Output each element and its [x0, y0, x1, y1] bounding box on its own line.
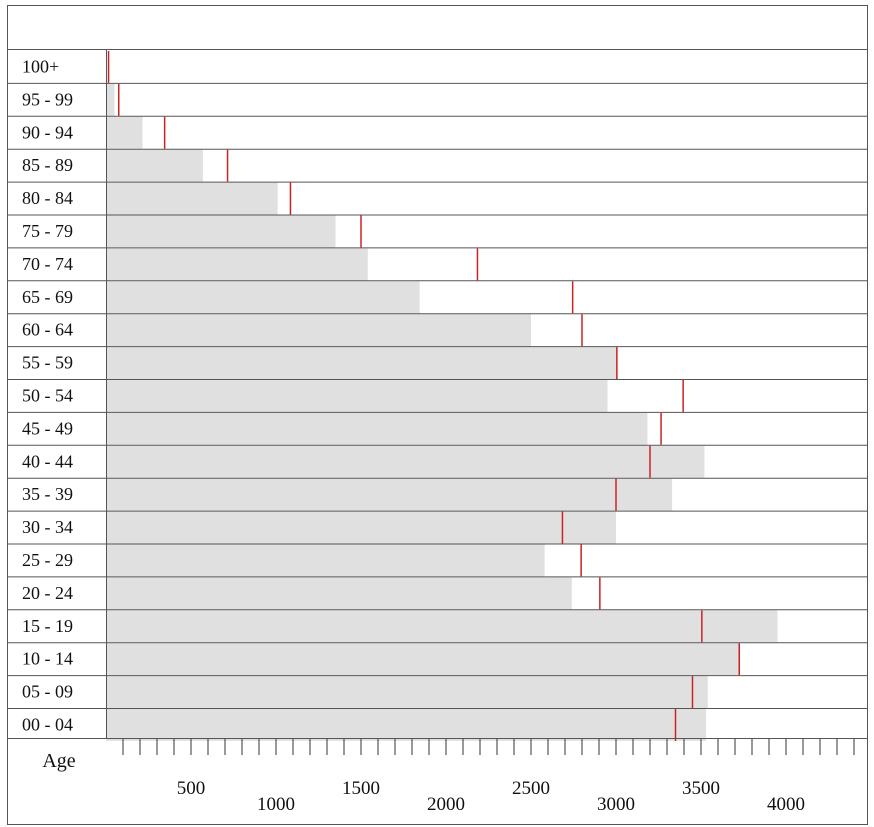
- bar-16: [106, 577, 572, 610]
- category-label-11: 45 - 49: [22, 418, 73, 438]
- category-label-0: 100+: [22, 56, 59, 76]
- bar-10: [106, 380, 608, 412]
- bar-17: [106, 610, 778, 643]
- category-label-8: 60 - 64: [22, 320, 73, 340]
- category-labels: 100+ 95 - 99 90 - 94 85 - 89 80 - 84 75 - 79 7…: [22, 56, 73, 734]
- bar-9: [106, 347, 618, 379]
- category-label-1: 95 - 99: [22, 89, 73, 109]
- x-tick-label-6: 3500: [682, 778, 720, 799]
- row-lines-layer: [7, 82, 868, 709]
- bar-3: [106, 149, 203, 182]
- bar-12: [106, 445, 705, 478]
- x-tick-label-0: 500: [177, 778, 206, 799]
- category-label-4: 80 - 84: [22, 188, 73, 208]
- category-label-18: 10 - 14: [22, 649, 73, 669]
- y-axis-title: Age: [42, 750, 75, 772]
- bar-8: [106, 314, 531, 347]
- category-label-13: 35 - 39: [22, 484, 73, 504]
- category-label-7: 65 - 69: [22, 287, 73, 307]
- x-tick-label-7: 4000: [767, 794, 805, 815]
- category-label-2: 90 - 94: [22, 122, 73, 142]
- x-tick-label-2: 1500: [342, 778, 380, 799]
- bar-11: [106, 412, 648, 445]
- x-tick-label-3: 2000: [427, 794, 465, 815]
- bar-2: [106, 116, 143, 149]
- markers-layer: [107, 51, 740, 741]
- bar-19: [106, 676, 708, 708]
- category-label-10: 50 - 54: [22, 385, 73, 405]
- bar-5: [106, 215, 336, 248]
- bar-7: [106, 281, 420, 314]
- x-axis-tick-labels: 500 1000 1500 2000 2500 3000 3500 4000: [177, 778, 805, 815]
- category-label-14: 30 - 34: [22, 517, 73, 537]
- category-label-16: 20 - 24: [22, 583, 73, 603]
- bar-15: [106, 544, 545, 577]
- category-label-9: 55 - 59: [22, 353, 73, 373]
- bar-18: [106, 643, 741, 676]
- x-tick-label-1: 1000: [257, 794, 295, 815]
- bar-4: [106, 182, 278, 215]
- bar-20: [106, 709, 707, 741]
- category-label-17: 15 - 19: [22, 616, 73, 636]
- category-label-19: 05 - 09: [22, 682, 73, 702]
- category-label-6: 70 - 74: [22, 254, 73, 274]
- bar-14: [106, 511, 616, 544]
- category-label-15: 25 - 29: [22, 550, 73, 570]
- x-tick-label-4: 2500: [512, 778, 550, 799]
- bars-layer: [106, 51, 778, 741]
- x-axis-ticks: [122, 739, 855, 755]
- category-label-20: 00 - 04: [22, 714, 73, 734]
- bar-13: [106, 478, 673, 511]
- category-label-5: 75 - 79: [22, 221, 73, 241]
- x-tick-label-5: 3000: [597, 794, 635, 815]
- bar-1: [106, 83, 115, 116]
- category-label-3: 85 - 89: [22, 155, 73, 175]
- category-label-12: 40 - 44: [22, 451, 73, 471]
- bar-6: [106, 248, 368, 281]
